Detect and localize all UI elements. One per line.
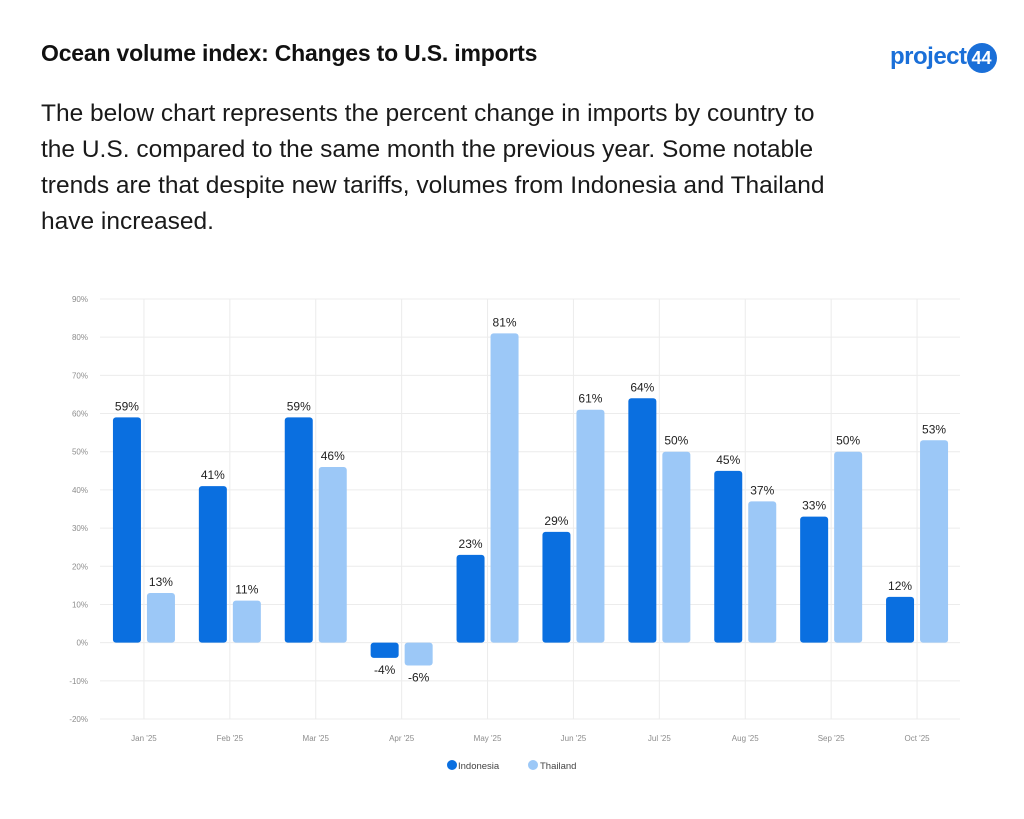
logo-badge: 44: [966, 43, 997, 73]
data-label: 81%: [493, 315, 517, 329]
bar-indonesia: [800, 516, 829, 643]
x-tick-label: Feb '25: [217, 734, 244, 743]
legend-swatch-thailand: [528, 760, 538, 770]
y-tick-label: -20%: [69, 715, 88, 724]
x-tick-label: Mar '25: [303, 734, 330, 743]
y-tick-label: 20%: [72, 562, 88, 571]
data-label: 37%: [750, 483, 774, 497]
logo-text: project: [890, 43, 967, 70]
legend-label: Indonesia: [458, 761, 500, 772]
bar-thailand: [834, 451, 863, 643]
x-tick-label: Aug '25: [732, 734, 759, 743]
legend-swatch-indonesia: [447, 760, 457, 770]
x-tick-label: May '25: [474, 734, 502, 743]
bar-thailand: [232, 600, 261, 643]
bar-thailand: [490, 333, 519, 643]
bar-indonesia: [886, 596, 915, 643]
data-label: 46%: [321, 449, 345, 463]
data-label: 53%: [922, 422, 946, 436]
bar-indonesia: [714, 470, 743, 643]
chart-description: The below chart represents the percent c…: [41, 100, 825, 235]
data-label: 12%: [888, 579, 912, 593]
bar-thailand: [920, 440, 949, 643]
y-tick-label: 50%: [72, 448, 88, 457]
bar-indonesia: [198, 486, 227, 643]
data-label: 59%: [115, 399, 139, 413]
data-label: 11%: [235, 583, 258, 597]
x-tick-label: Jul '25: [648, 734, 671, 743]
y-tick-label: -10%: [69, 677, 88, 686]
bar-thailand: [318, 467, 347, 643]
x-tick-label: Jan '25: [131, 734, 157, 743]
y-tick-label: 60%: [72, 410, 88, 419]
y-tick-label: 10%: [72, 600, 88, 609]
x-tick-label: Sep '25: [818, 734, 845, 743]
data-label: 61%: [578, 392, 602, 406]
data-label: 23%: [459, 537, 483, 551]
bar-indonesia: [628, 398, 657, 643]
data-label: 45%: [716, 453, 740, 467]
data-label: 64%: [630, 380, 654, 394]
data-label: 50%: [836, 434, 860, 448]
data-label: 50%: [664, 434, 688, 448]
data-label: 13%: [149, 575, 173, 589]
y-tick-label: 80%: [72, 333, 88, 342]
data-label: 41%: [201, 468, 225, 482]
y-tick-label: 30%: [72, 524, 88, 533]
legend-label: Thailand: [540, 761, 576, 772]
data-label: 29%: [544, 514, 568, 528]
x-tick-label: Apr '25: [389, 734, 415, 743]
y-tick-label: 40%: [72, 486, 88, 495]
y-tick-label: 70%: [72, 371, 88, 380]
bar-thailand: [576, 409, 605, 643]
y-tick-label: 0%: [76, 639, 88, 648]
data-label: -6%: [408, 671, 430, 685]
bar-indonesia: [112, 417, 141, 643]
bar-thailand: [662, 451, 691, 643]
x-tick-label: Jun '25: [561, 734, 587, 743]
x-tick-label: Oct '25: [905, 734, 931, 743]
bar-thailand: [404, 642, 433, 666]
bar-indonesia: [284, 417, 313, 643]
bar-indonesia: [456, 554, 485, 643]
data-label: 33%: [802, 499, 826, 513]
data-label: -4%: [374, 663, 396, 677]
project44-logo: project 44: [890, 40, 997, 74]
bar-indonesia: [542, 531, 571, 643]
data-label: 59%: [287, 399, 311, 413]
page-title: Ocean volume index: Changes to U.S. impo…: [41, 40, 538, 66]
bar-indonesia: [370, 642, 399, 658]
y-tick-label: 90%: [72, 295, 88, 304]
bar-thailand: [146, 593, 175, 643]
bar-thailand: [748, 501, 777, 643]
